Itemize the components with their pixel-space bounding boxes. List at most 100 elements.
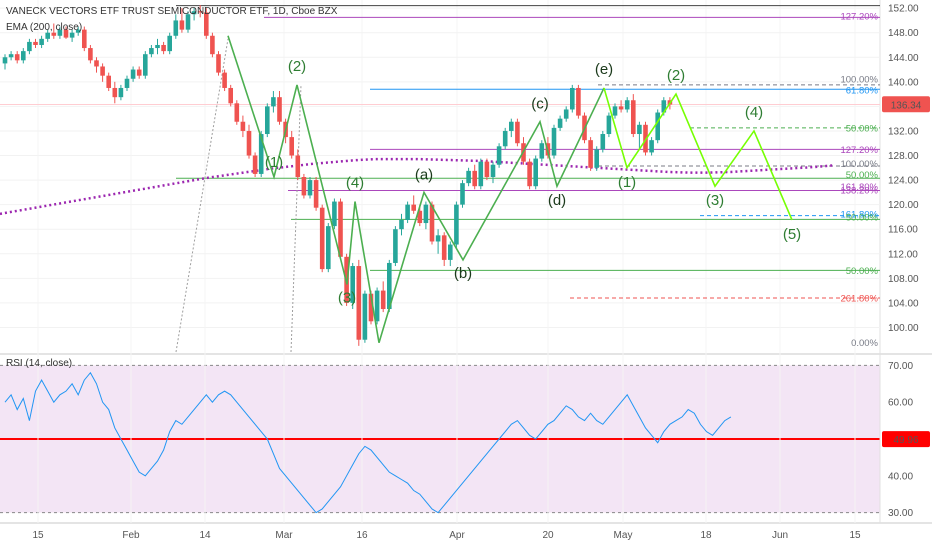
candle-body — [380, 290, 386, 310]
candle-body — [124, 78, 130, 88]
candle-body — [576, 87, 581, 116]
price-tick-label: 104.00 — [888, 298, 919, 309]
wave-label: (4) — [346, 175, 364, 192]
candle-body — [356, 266, 362, 340]
candle-body — [185, 14, 191, 30]
candle-body — [216, 54, 221, 73]
candle-body — [234, 103, 240, 122]
candle-body — [429, 204, 435, 242]
candle-body — [551, 127, 557, 156]
candle-body — [411, 204, 416, 211]
price-tick-label: 148.00 — [888, 28, 919, 39]
candle-body — [295, 155, 301, 177]
ema-legend: EMA (200, close) — [6, 22, 83, 33]
candle-body — [557, 118, 563, 128]
candle-body — [594, 149, 599, 168]
candle-body — [149, 48, 154, 55]
candle-body — [258, 134, 264, 174]
candle-body — [563, 109, 569, 119]
candle-body — [368, 293, 374, 322]
fib-level-label: 61.80% — [846, 85, 879, 96]
candle-body — [527, 161, 532, 187]
candle-body — [460, 183, 465, 205]
candle-body — [405, 204, 410, 220]
price-tick-label: 120.00 — [888, 200, 919, 211]
candle-body — [588, 140, 593, 168]
candle-body — [161, 44, 166, 52]
candle-body — [136, 69, 142, 76]
candle-body — [631, 100, 636, 135]
candle-body — [515, 121, 520, 144]
fib-level-label: 127.20% — [840, 12, 878, 23]
price-tick-label: 128.00 — [888, 151, 919, 162]
candle-body — [637, 124, 642, 135]
candle-body — [399, 219, 404, 230]
candle-body — [173, 20, 179, 36]
last-price-value: 136.34 — [891, 100, 922, 111]
candle-body — [167, 35, 172, 52]
time-tick-label: 14 — [199, 530, 211, 541]
wave-label: (b) — [454, 265, 472, 282]
wave-label: (1) — [265, 154, 283, 171]
price-tick-label: 144.00 — [888, 53, 919, 64]
candle-body — [191, 11, 197, 15]
candle-body — [435, 235, 441, 242]
time-tick-label: Feb — [122, 530, 140, 541]
candle-body — [179, 20, 185, 30]
price-tick-label: 152.00 — [888, 4, 919, 15]
wave-label: (2) — [667, 67, 685, 84]
candle-body — [51, 32, 57, 36]
price-tick-label: 112.00 — [888, 249, 918, 260]
fib-level-label: 261.80% — [840, 294, 878, 305]
last-price-badge — [882, 96, 930, 113]
time-tick-label: Jun — [772, 530, 788, 541]
candle-body — [8, 54, 14, 58]
candle-body — [496, 146, 502, 165]
candle-body — [387, 262, 392, 310]
time-tick-label: 16 — [356, 530, 368, 541]
candle-body — [57, 29, 63, 36]
candle-body — [484, 161, 490, 177]
rsi-band-layer — [0, 364, 880, 514]
wave-label: (a) — [415, 166, 433, 183]
candle-body — [45, 32, 50, 39]
time-tick-label: 15 — [32, 530, 44, 541]
candlestick-series — [2, 5, 673, 346]
candle-body — [478, 161, 484, 187]
wave-label: (3) — [706, 192, 724, 209]
price-tick-label: 140.00 — [888, 77, 919, 88]
fib-level-label: 50.00% — [846, 266, 879, 277]
candle-body — [624, 100, 630, 110]
elliott-wave-annotations: (1) (2) (3) (4) (a) (b) (c) (d) (e) (1) (2) (3) (4) (… — [227, 35, 801, 344]
candle-body — [14, 54, 20, 61]
candle-body — [502, 130, 508, 147]
candle-body — [472, 170, 477, 187]
trend-guide-line — [175, 38, 229, 353]
candle-body — [63, 29, 69, 38]
candle-body — [332, 201, 337, 227]
rsi-tick-label: 30.00 — [888, 508, 913, 519]
candle-body — [338, 201, 343, 257]
candle-body — [33, 41, 38, 45]
candle-body — [441, 235, 447, 260]
time-tick-label: Apr — [449, 530, 465, 541]
candle-body — [88, 48, 93, 61]
candle-body — [155, 44, 160, 49]
candle-body — [27, 41, 32, 52]
candle-body — [533, 158, 538, 187]
ema-200-path — [0, 157, 836, 216]
candle-body — [69, 32, 75, 38]
candle-body — [118, 87, 124, 98]
candle-body — [393, 229, 398, 263]
rsi-line-path — [4, 371, 732, 514]
wave-projection-path — [603, 87, 793, 221]
time-axis: 15 Feb 14 Mar 16 Apr 20 May 18 Jun 15 — [32, 530, 861, 541]
candle-body — [600, 134, 606, 150]
price-tick-label: 108.00 — [888, 274, 919, 285]
candle-body — [289, 137, 294, 156]
price-tick-label: 132.00 — [888, 126, 919, 137]
rsi-tick-label: 40.00 — [888, 471, 913, 482]
candle-body — [423, 204, 429, 224]
price-tick-label: 116.00 — [888, 225, 918, 236]
ema-200-line — [0, 157, 836, 216]
